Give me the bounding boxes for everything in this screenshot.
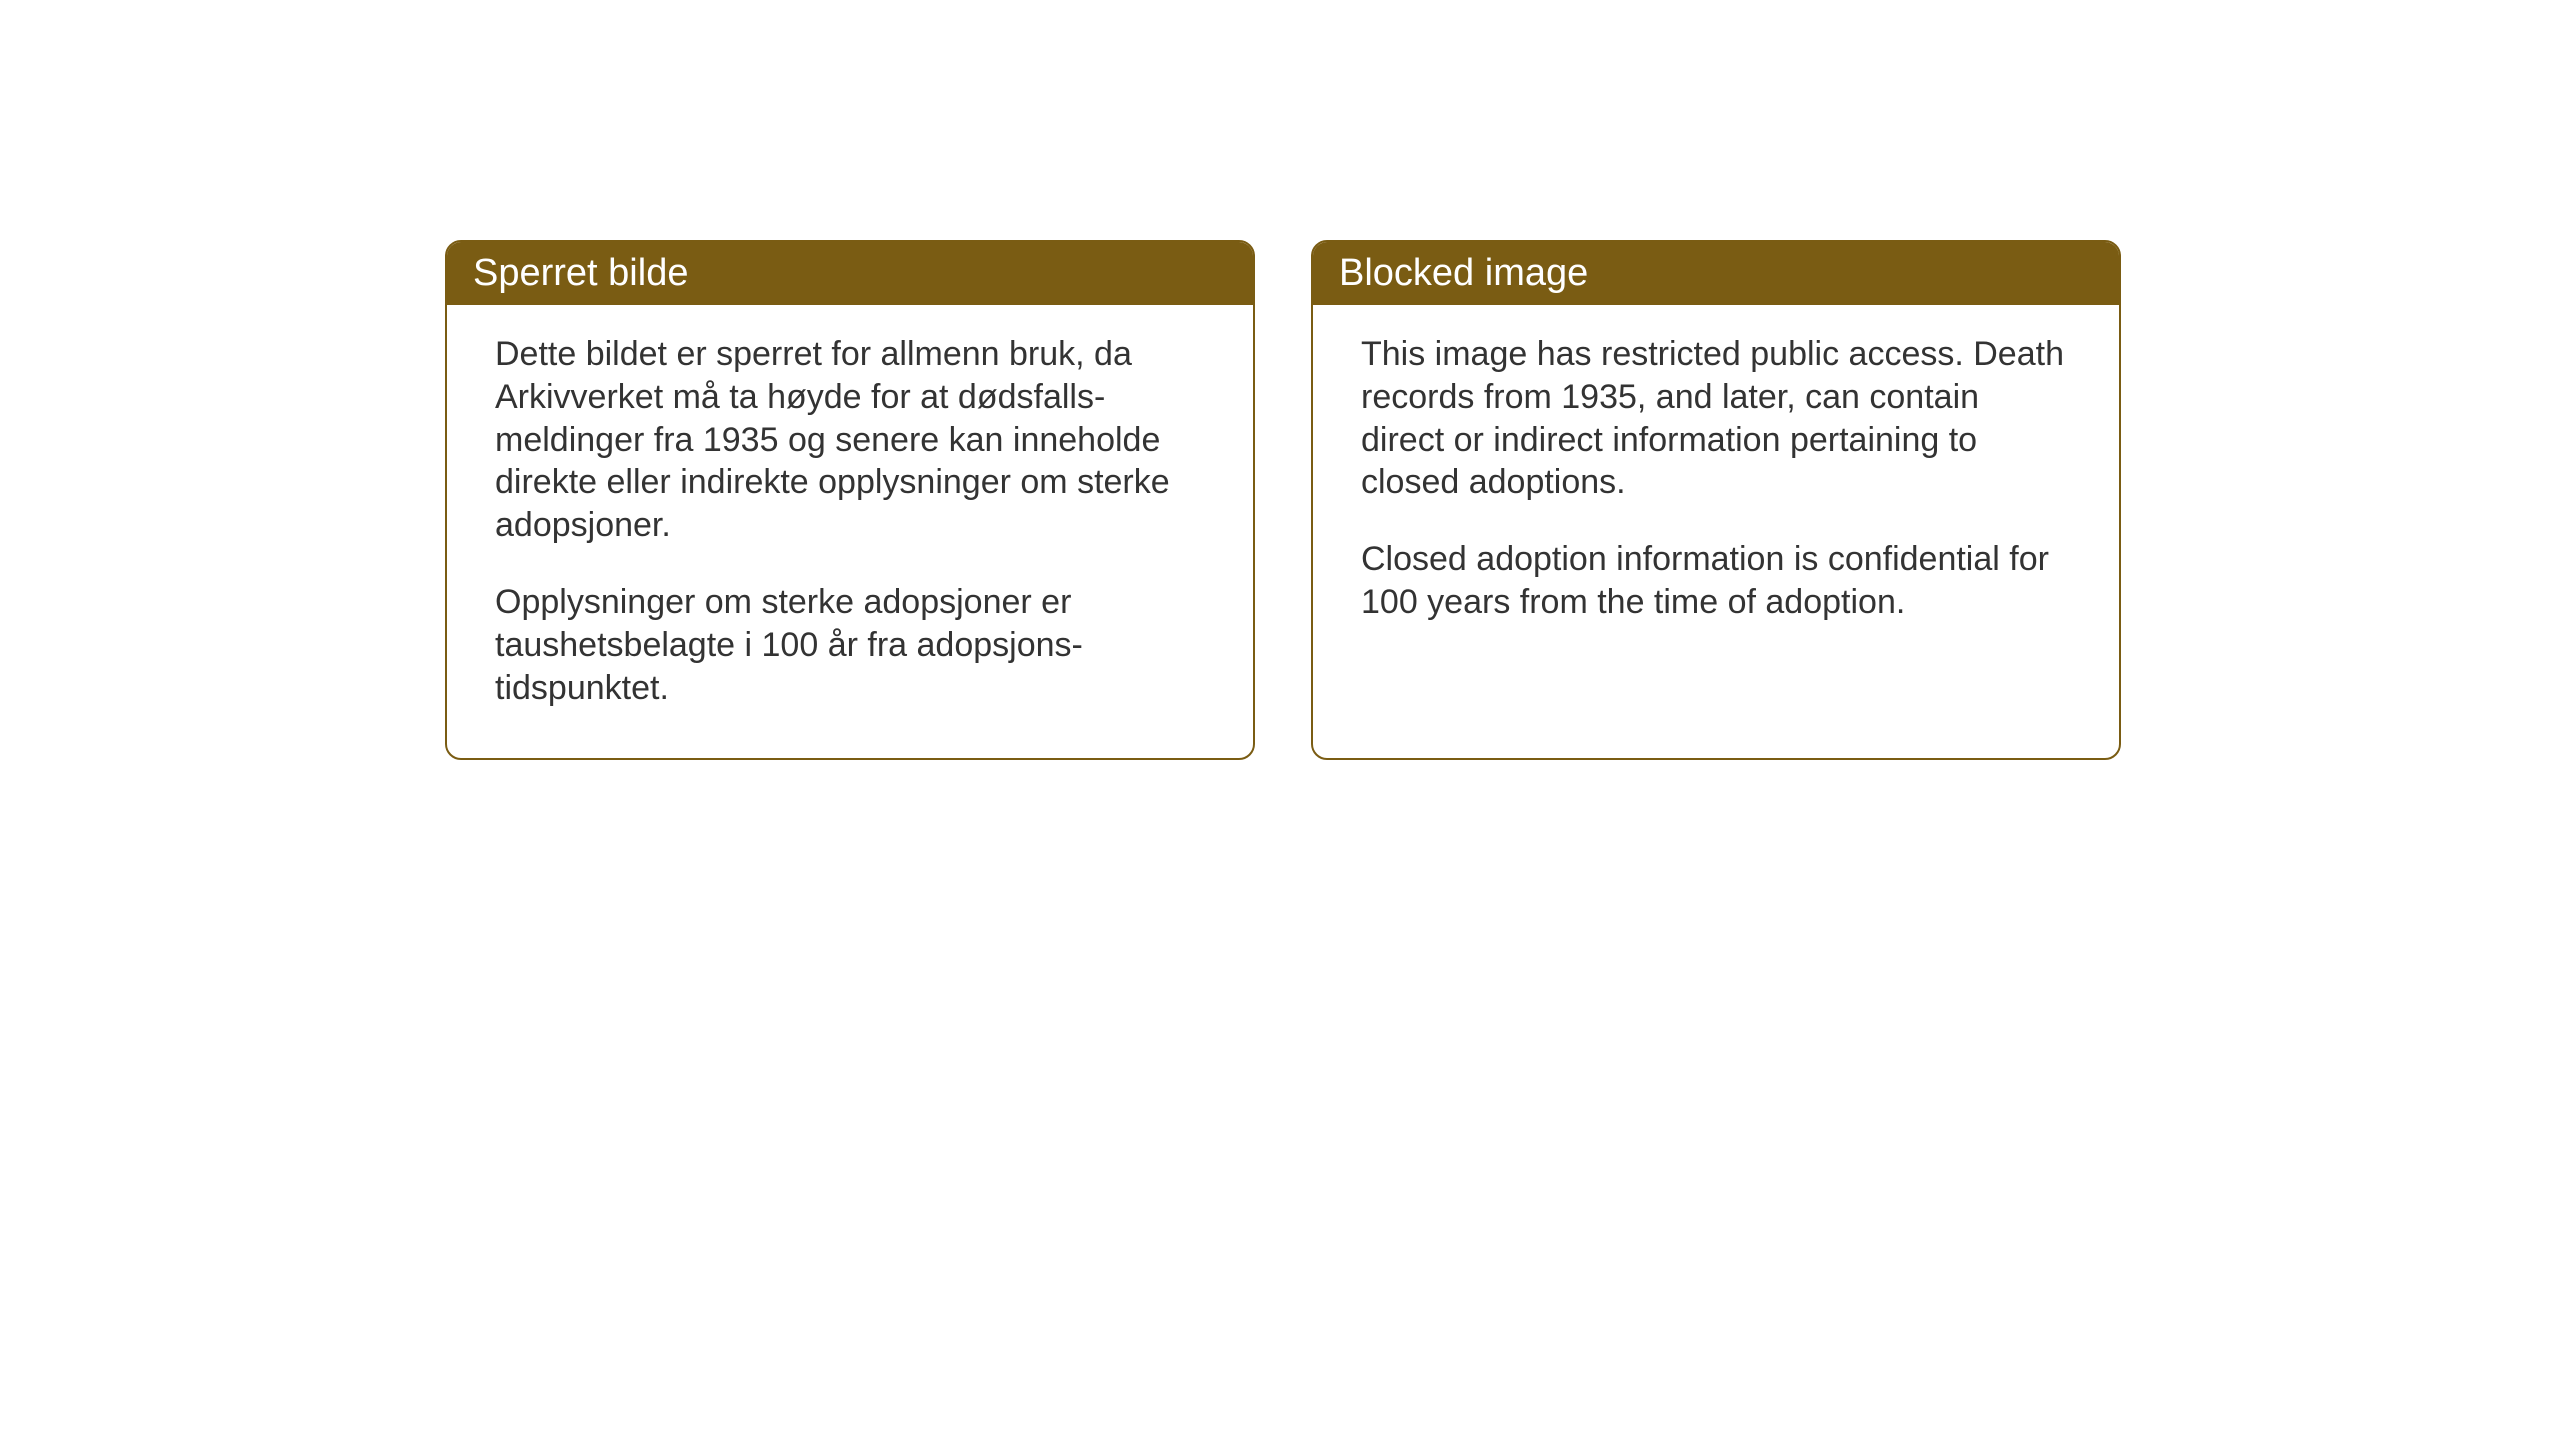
- notice-paragraph-1-english: This image has restricted public access.…: [1361, 333, 2071, 504]
- notice-container: Sperret bilde Dette bildet er sperret fo…: [445, 240, 2121, 760]
- notice-paragraph-2-english: Closed adoption information is confident…: [1361, 538, 2071, 624]
- notice-header-norwegian: Sperret bilde: [447, 242, 1253, 305]
- notice-title-english: Blocked image: [1339, 252, 1588, 294]
- notice-title-norwegian: Sperret bilde: [473, 252, 688, 294]
- notice-paragraph-2-norwegian: Opplysninger om sterke adopsjoner er tau…: [495, 581, 1205, 709]
- notice-header-english: Blocked image: [1313, 242, 2119, 305]
- notice-body-english: This image has restricted public access.…: [1313, 305, 2119, 745]
- notice-card-english: Blocked image This image has restricted …: [1311, 240, 2121, 760]
- notice-card-norwegian: Sperret bilde Dette bildet er sperret fo…: [445, 240, 1255, 760]
- notice-paragraph-1-norwegian: Dette bildet er sperret for allmenn bruk…: [495, 333, 1205, 547]
- notice-body-norwegian: Dette bildet er sperret for allmenn bruk…: [447, 305, 1253, 758]
